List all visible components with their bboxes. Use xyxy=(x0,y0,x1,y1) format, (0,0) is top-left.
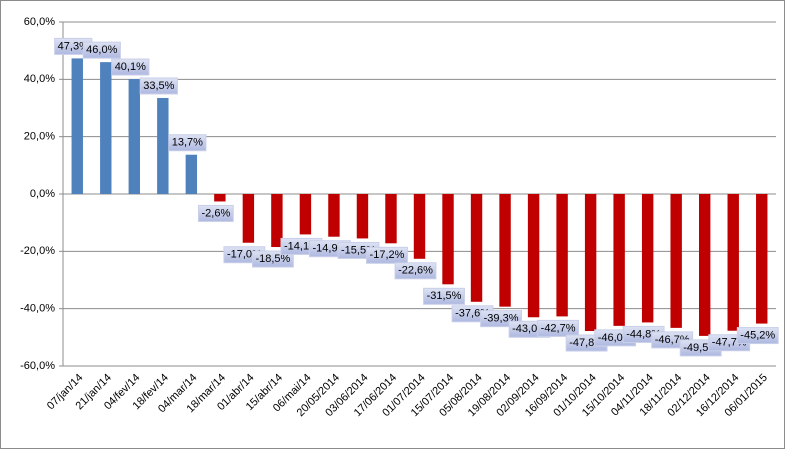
data-label: -45,2% xyxy=(736,327,779,345)
data-label: 40,1% xyxy=(111,58,150,76)
bar xyxy=(613,194,625,326)
data-label-text: -22,6% xyxy=(398,265,433,277)
y-tick-label: -20,0% xyxy=(20,245,55,257)
bar xyxy=(470,194,483,302)
bar xyxy=(756,194,768,324)
data-label: 33,5% xyxy=(139,77,178,95)
bar xyxy=(442,194,454,285)
y-tick-label: -60,0% xyxy=(20,360,55,372)
data-label-text: -2,6% xyxy=(201,207,230,219)
bar xyxy=(128,79,141,194)
data-label-box xyxy=(537,319,580,337)
data-label-box xyxy=(423,287,465,305)
data-label-box xyxy=(82,41,121,59)
bar xyxy=(584,194,597,332)
data-label-box xyxy=(394,262,437,280)
data-label-box xyxy=(197,204,234,222)
bar xyxy=(271,194,283,248)
y-tick-label: 40,0% xyxy=(24,73,55,85)
data-label-box xyxy=(736,327,779,345)
data-label: -2,6% xyxy=(197,204,234,222)
bar xyxy=(413,194,426,259)
data-label: 13,7% xyxy=(168,134,207,152)
data-label: -31,5% xyxy=(423,287,465,305)
bar xyxy=(356,194,369,239)
data-label-text: -17,2% xyxy=(370,249,405,261)
bar xyxy=(698,194,711,336)
data-label: -17,2% xyxy=(366,246,408,264)
y-tick-label: 60,0% xyxy=(24,16,55,28)
data-label-text: 40,1% xyxy=(115,61,146,73)
data-label: -42,7% xyxy=(537,319,580,337)
bar xyxy=(527,194,540,318)
data-label-box xyxy=(168,134,207,152)
data-label: -22,6% xyxy=(394,262,437,280)
y-tick-label: 20,0% xyxy=(24,131,55,143)
data-label-text: 33,5% xyxy=(143,80,174,92)
bar xyxy=(385,194,397,244)
y-tick-label: -40,0% xyxy=(20,303,55,315)
data-label-text: 13,7% xyxy=(172,137,203,149)
bar xyxy=(100,62,112,195)
y-tick-label: 0,0% xyxy=(30,188,55,200)
data-label-text: 47,3% xyxy=(58,40,89,52)
bar xyxy=(299,194,312,235)
bar xyxy=(641,194,654,323)
bar xyxy=(157,97,169,194)
bar xyxy=(185,154,198,194)
bar xyxy=(214,194,226,202)
bar xyxy=(328,194,340,237)
data-label-box xyxy=(139,77,178,95)
data-label: -18,5% xyxy=(251,250,294,268)
data-label-box xyxy=(366,246,408,264)
data-label-text: -45,2% xyxy=(740,329,775,341)
data-label-box xyxy=(251,250,294,268)
bar xyxy=(556,194,568,317)
data-label-text: -42,7% xyxy=(541,322,576,334)
bar xyxy=(670,194,682,328)
bar xyxy=(499,194,511,307)
bar xyxy=(242,194,255,243)
bar xyxy=(71,58,83,195)
data-label-text: 46,0% xyxy=(86,44,117,56)
data-label: 47,3% xyxy=(54,37,93,55)
data-label-text: -18,5% xyxy=(255,253,290,265)
bar xyxy=(727,194,739,331)
data-label: 46,0% xyxy=(82,41,121,59)
data-label-text: -31,5% xyxy=(427,290,462,302)
data-label-box xyxy=(111,58,150,76)
